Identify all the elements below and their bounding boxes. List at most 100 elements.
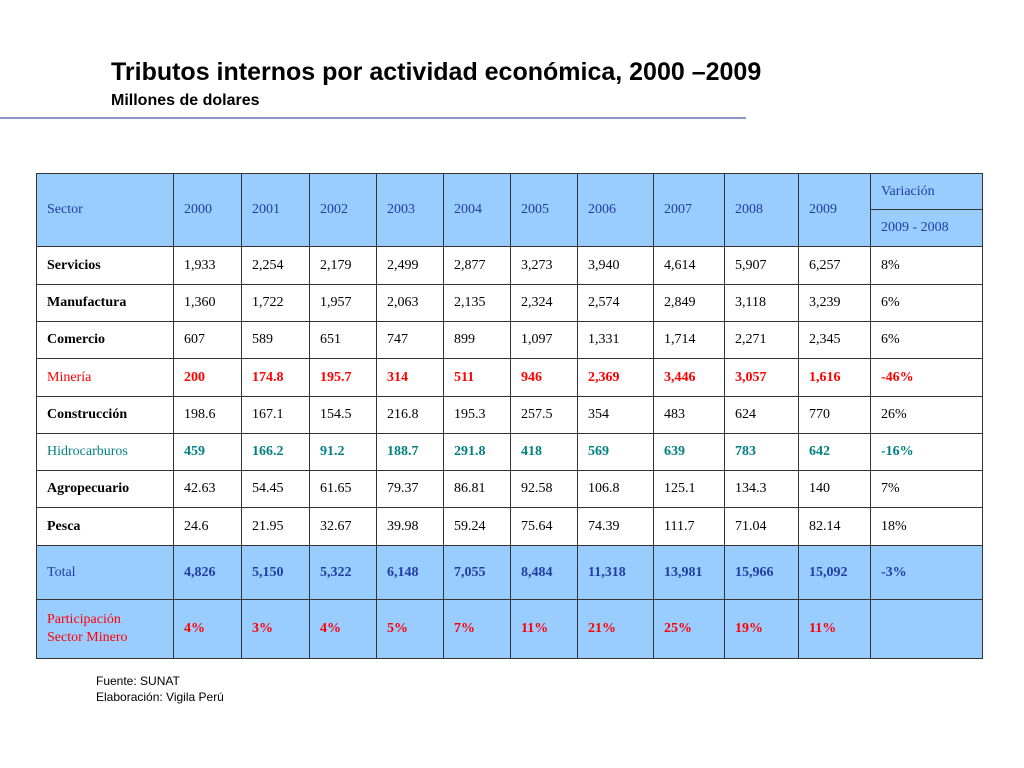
value-cell: 3,057 <box>724 358 799 397</box>
sector-name: Construcción <box>36 396 174 434</box>
value-cell: 624 <box>724 396 799 434</box>
value-cell: 2,369 <box>577 358 654 397</box>
total-value-cell: 5,322 <box>309 545 377 600</box>
value-cell: 2,849 <box>653 284 725 322</box>
total-value-cell: 8,484 <box>510 545 578 600</box>
value-cell: 125.1 <box>653 470 725 508</box>
table-row: Hidrocarburos 459 166.2 91.2 188.7 291.8 418 56… <box>36 433 983 471</box>
value-cell: 2,135 <box>443 284 511 322</box>
variacion-cell: 6% <box>870 321 983 359</box>
value-cell: 71.04 <box>724 507 799 546</box>
table-row: Comercio 607 589 651 747 899 1,097 1,331 1,714 2,… <box>36 321 983 359</box>
total-value-cell: 6,148 <box>376 545 444 600</box>
value-cell: 459 <box>173 433 242 471</box>
participacion-label: Participación Sector Minero <box>36 599 174 659</box>
header-year: 2005 <box>510 173 578 247</box>
participacion-value-cell: 7% <box>443 599 511 659</box>
source-fuente: Fuente: SUNAT <box>96 674 180 688</box>
value-cell: 2,324 <box>510 284 578 322</box>
value-cell: 54.45 <box>241 470 310 508</box>
source-elaboracion: Elaboración: Vigila Perú <box>96 690 224 704</box>
participacion-value-cell: 25% <box>653 599 725 659</box>
value-cell: 59.24 <box>443 507 511 546</box>
participacion-label-line2: Sector Minero <box>47 630 128 645</box>
variacion-cell: 7% <box>870 470 983 508</box>
header-row: Sector 2000 2001 2002 2003 2004 2005 200… <box>36 173 983 247</box>
header-year: 2000 <box>173 173 242 247</box>
value-cell: 82.14 <box>798 507 871 546</box>
value-cell: 783 <box>724 433 799 471</box>
participacion-value-cell: 4% <box>173 599 242 659</box>
total-row: Total 4,826 5,150 5,322 6,148 7,055 8,484 11,31… <box>36 545 983 600</box>
value-cell: 946 <box>510 358 578 397</box>
value-cell: 195.7 <box>309 358 377 397</box>
title-divider <box>0 117 746 119</box>
value-cell: 639 <box>653 433 725 471</box>
value-cell: 2,574 <box>577 284 654 322</box>
value-cell: 3,273 <box>510 246 578 285</box>
value-cell: 3,446 <box>653 358 725 397</box>
value-cell: 642 <box>798 433 871 471</box>
value-cell: 747 <box>376 321 444 359</box>
sector-name: Minería <box>36 358 174 397</box>
value-cell: 2,063 <box>376 284 444 322</box>
participacion-row: Participación Sector Minero 4% 3% 4% 5% 7% 11% 2… <box>36 599 983 659</box>
variacion-cell: 26% <box>870 396 983 434</box>
value-cell: 1,360 <box>173 284 242 322</box>
total-value-cell: 15,092 <box>798 545 871 600</box>
value-cell: 42.63 <box>173 470 242 508</box>
page-title: Tributos internos por actividad económic… <box>111 58 762 86</box>
variacion-cell: -46% <box>870 358 983 397</box>
value-cell: 167.1 <box>241 396 310 434</box>
value-cell: 1,722 <box>241 284 310 322</box>
value-cell: 2,179 <box>309 246 377 285</box>
value-cell: 291.8 <box>443 433 511 471</box>
value-cell: 3,239 <box>798 284 871 322</box>
value-cell: 1,957 <box>309 284 377 322</box>
variacion-cell: 6% <box>870 284 983 322</box>
table-row: Minería 200 174.8 195.7 314 511 946 2,369 3,446 3… <box>36 358 983 397</box>
value-cell: 2,271 <box>724 321 799 359</box>
value-cell: 1,097 <box>510 321 578 359</box>
header-year: 2006 <box>577 173 654 247</box>
table-row: Pesca 24.6 21.95 32.67 39.98 59.24 75.64 74.39 1… <box>36 507 983 546</box>
sector-name: Agropecuario <box>36 470 174 508</box>
value-cell: 4,614 <box>653 246 725 285</box>
value-cell: 216.8 <box>376 396 444 434</box>
header-year: 2001 <box>241 173 310 247</box>
value-cell: 134.3 <box>724 470 799 508</box>
value-cell: 569 <box>577 433 654 471</box>
value-cell: 86.81 <box>443 470 511 508</box>
participacion-value-cell: 11% <box>510 599 578 659</box>
value-cell: 1,616 <box>798 358 871 397</box>
value-cell: 5,907 <box>724 246 799 285</box>
header-year: 2003 <box>376 173 444 247</box>
value-cell: 21.95 <box>241 507 310 546</box>
header-year: 2009 <box>798 173 871 247</box>
header-year: 2004 <box>443 173 511 247</box>
value-cell: 200 <box>173 358 242 397</box>
value-cell: 2,499 <box>376 246 444 285</box>
sector-name: Comercio <box>36 321 174 359</box>
value-cell: 75.64 <box>510 507 578 546</box>
total-value-cell: 7,055 <box>443 545 511 600</box>
source-note: Fuente: SUNAT Elaboración: Vigila Perú <box>96 673 224 705</box>
value-cell: 198.6 <box>173 396 242 434</box>
value-cell: 483 <box>653 396 725 434</box>
value-cell: 3,940 <box>577 246 654 285</box>
total-value-cell: 11,318 <box>577 545 654 600</box>
sector-name: Pesca <box>36 507 174 546</box>
participacion-variacion <box>870 599 983 659</box>
value-cell: 140 <box>798 470 871 508</box>
value-cell: 770 <box>798 396 871 434</box>
value-cell: 111.7 <box>653 507 725 546</box>
header-year: 2002 <box>309 173 377 247</box>
total-variacion: -3% <box>870 545 983 600</box>
value-cell: 39.98 <box>376 507 444 546</box>
value-cell: 1,331 <box>577 321 654 359</box>
value-cell: 354 <box>577 396 654 434</box>
value-cell: 651 <box>309 321 377 359</box>
table-row: Manufactura 1,360 1,722 1,957 2,063 2,135 2,32… <box>36 284 983 322</box>
value-cell: 166.2 <box>241 433 310 471</box>
value-cell: 3,118 <box>724 284 799 322</box>
